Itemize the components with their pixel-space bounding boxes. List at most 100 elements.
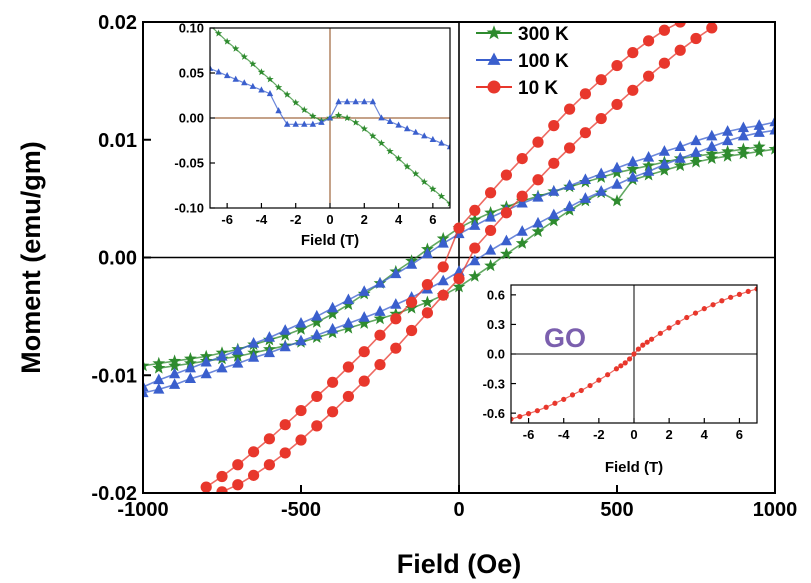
data-point-100k (327, 301, 339, 313)
x-tick-label: 1000 (753, 499, 798, 521)
data-point-10k (674, 22, 686, 28)
data-point-10k (295, 434, 307, 446)
data-point-300k (257, 68, 266, 76)
data-point-300k (386, 147, 394, 155)
data-point-10k (311, 420, 323, 432)
data-point-300k (343, 114, 351, 122)
y-tick-label: 0.00 (179, 111, 204, 126)
data-point-300k (326, 307, 339, 320)
data-point-100k (223, 72, 231, 79)
y-axis-label: Moment (emu/gm) (16, 141, 46, 374)
data-point-100k (469, 254, 481, 266)
data-point-100k (627, 170, 639, 182)
y-tick-label: 0.6 (487, 288, 505, 303)
data-point-300k (500, 247, 513, 260)
data-point-go (525, 411, 532, 417)
data-point-100k (369, 98, 377, 105)
data-point-300k (223, 37, 231, 45)
data-point-100k (643, 150, 655, 162)
data-point-300k (152, 361, 166, 374)
data-point-300k (468, 269, 482, 282)
data-point-go (613, 366, 620, 372)
data-point-go (578, 387, 584, 394)
legend-label: 10 K (518, 78, 558, 99)
x-tick-label: 6 (429, 212, 436, 227)
data-point-100k (674, 152, 686, 163)
data-point-300k (452, 280, 466, 293)
x-tick-label: 0 (453, 499, 464, 521)
data-point-100k (216, 361, 228, 373)
data-point-10k (722, 0, 733, 9)
data-point-10k (358, 346, 370, 358)
y-tick-label: -0.6 (483, 406, 505, 421)
data-point-10k (500, 169, 512, 181)
data-point-100k (429, 135, 437, 142)
data-point-100k (386, 117, 394, 124)
data-point-100k (579, 173, 591, 184)
data-point-100k (421, 247, 433, 259)
data-point-300k (705, 151, 719, 164)
data-point-10k (453, 222, 465, 234)
data-point-go (644, 339, 650, 345)
data-point-300k (394, 154, 403, 162)
data-point-go (622, 360, 628, 366)
data-point-go (728, 294, 734, 300)
data-point-100k (753, 119, 765, 130)
data-point-go (596, 377, 602, 383)
data-point-100k (232, 75, 239, 82)
data-point-100k (143, 386, 149, 398)
data-point-100k (722, 134, 734, 146)
data-point-10k (279, 447, 291, 459)
data-point-100k (674, 140, 686, 152)
data-point-300k (231, 349, 245, 362)
data-point-100k (421, 132, 428, 139)
y-tick-label: -0.01 (91, 365, 137, 387)
data-point-100k (232, 344, 244, 355)
data-point-300k (484, 259, 497, 272)
y-tick-label: -0.05 (174, 156, 204, 171)
y-tick-label: -0.02 (91, 483, 137, 505)
data-point-go (569, 392, 576, 398)
x-tick-label: 0 (326, 212, 333, 227)
data-point-100k (769, 123, 775, 135)
data-point-100k (249, 82, 257, 89)
data-point-100k (469, 219, 481, 230)
data-point-100k (611, 161, 623, 173)
data-point-100k (690, 146, 702, 157)
data-point-go (701, 306, 707, 312)
data-point-100k (279, 324, 291, 335)
data-point-10k (674, 44, 686, 56)
data-point-100k (326, 114, 334, 121)
data-point-300k (446, 199, 450, 207)
data-point-go (684, 314, 690, 321)
y-tick-label: -0.10 (174, 201, 204, 216)
data-point-go (719, 298, 725, 304)
data-point-100k (210, 64, 214, 71)
data-point-100k (241, 79, 248, 86)
data-point-100k (216, 349, 228, 361)
data-point-100k (248, 351, 260, 362)
data-point-go (534, 408, 540, 414)
data-point-go (627, 356, 633, 362)
data-point-100k (722, 125, 734, 136)
data-point-10k (279, 419, 291, 431)
data-point-100k (200, 355, 212, 367)
data-point-100k (690, 134, 702, 146)
data-point-go (666, 325, 672, 331)
data-point-300k (642, 158, 655, 172)
data-point-go (587, 382, 593, 389)
data-point-10k (437, 261, 449, 273)
data-point-10k (390, 313, 402, 325)
x-tick-label: -2 (593, 427, 605, 442)
data-point-300k (240, 53, 248, 60)
x-tick-label: 500 (600, 499, 633, 521)
data-point-go (511, 416, 514, 422)
data-point-go (736, 291, 743, 297)
data-point-100k (342, 293, 354, 305)
x-tick-label: -500 (281, 499, 321, 521)
data-point-10k (295, 404, 307, 417)
data-point-100k (532, 216, 544, 228)
series-line-300k-lower (158, 148, 775, 369)
data-point-100k (395, 121, 402, 128)
